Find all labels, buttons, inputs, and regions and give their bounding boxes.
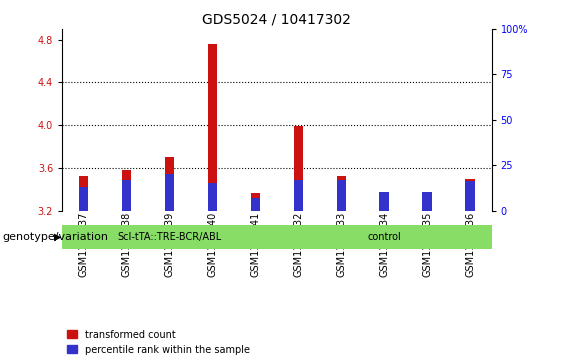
Bar bbox=[79, 176, 88, 211]
Bar bbox=[423, 193, 432, 211]
Bar bbox=[294, 180, 303, 211]
Bar bbox=[423, 192, 432, 211]
Bar bbox=[277, 225, 492, 249]
Bar bbox=[165, 174, 174, 211]
Bar bbox=[208, 44, 217, 211]
Bar bbox=[208, 183, 217, 211]
Bar bbox=[165, 157, 174, 211]
Text: ScI-tTA::TRE-BCR/ABL: ScI-tTA::TRE-BCR/ABL bbox=[118, 232, 221, 242]
Bar bbox=[79, 187, 88, 211]
Text: ▶: ▶ bbox=[54, 232, 61, 242]
Legend: transformed count, percentile rank within the sample: transformed count, percentile rank withi… bbox=[67, 330, 250, 355]
Bar bbox=[122, 180, 131, 211]
Title: GDS5024 / 10417302: GDS5024 / 10417302 bbox=[202, 12, 351, 26]
Bar bbox=[337, 176, 346, 211]
Bar bbox=[294, 126, 303, 211]
Bar bbox=[251, 198, 260, 211]
Bar bbox=[380, 192, 389, 211]
Bar bbox=[122, 170, 131, 211]
Bar bbox=[62, 225, 277, 249]
Text: control: control bbox=[367, 232, 401, 242]
Text: genotype/variation: genotype/variation bbox=[3, 232, 109, 242]
Bar bbox=[380, 193, 389, 211]
Bar bbox=[466, 179, 475, 211]
Bar bbox=[337, 180, 346, 211]
Bar bbox=[466, 182, 475, 211]
Bar bbox=[251, 193, 260, 211]
